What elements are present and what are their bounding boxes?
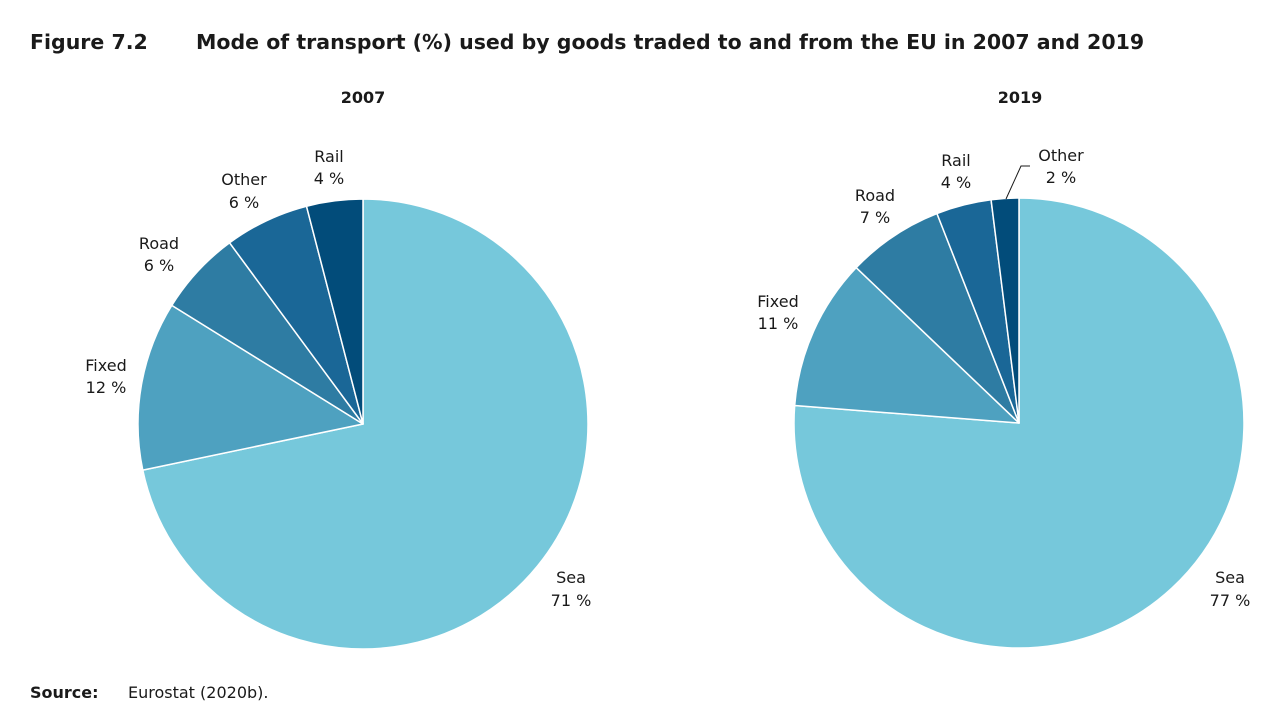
slice-value-rail: 4 %: [314, 169, 344, 188]
pie-chart-2007: 2007 Sea 71 % Fixed 12 % Road 6 % Other 6 % Rail 4…: [85, 88, 592, 650]
slice-value-road: 7 %: [860, 208, 890, 227]
pie-slice-other: [990, 197, 1020, 424]
slice-value-fixed: 11 %: [758, 314, 799, 333]
slice-label-fixed: Fixed: [85, 356, 126, 375]
slice-value-other: 2 %: [1046, 168, 1076, 187]
slice-label-road: Road: [139, 234, 179, 253]
slice-label-sea: Sea: [1215, 568, 1245, 587]
slice-label-other: Other: [221, 170, 267, 189]
pie-slice-rail: [305, 198, 364, 425]
slice-label-sea: Sea: [556, 568, 586, 587]
slice-value-sea: 71 %: [551, 591, 592, 610]
slice-label-road: Road: [855, 186, 895, 205]
pie-title: 2007: [341, 88, 386, 107]
slice-label-other: Other: [1038, 146, 1084, 165]
pie-title: 2019: [998, 88, 1043, 107]
figure-number: Figure 7.2: [30, 30, 148, 54]
leader-line-other: [1005, 165, 1030, 200]
source-text: Eurostat (2020b).: [128, 683, 269, 702]
source-note: Source: Eurostat (2020b).: [30, 683, 268, 702]
slice-value-rail: 4 %: [941, 173, 971, 192]
pie-slice-sea: [142, 198, 589, 650]
pie-chart-2019: 2019 Sea 77 % Fixed 11 % Road 7 % Rail 4 % Other 2…: [757, 88, 1251, 649]
slice-label-rail: Rail: [941, 151, 970, 170]
slice-value-fixed: 12 %: [86, 378, 127, 397]
source-label: Source:: [30, 683, 99, 702]
figure-title: Mode of transport (%) used by goods trad…: [196, 30, 1145, 54]
pie-slice-fixed: [137, 304, 364, 471]
slice-value-other: 6 %: [229, 193, 259, 212]
slice-value-road: 6 %: [144, 256, 174, 275]
slice-label-rail: Rail: [314, 147, 343, 166]
slice-label-fixed: Fixed: [757, 292, 798, 311]
figure-header: Figure 7.2 Mode of transport (%) used by …: [30, 30, 1144, 54]
pie-slice-fixed: [793, 266, 1020, 424]
slice-value-sea: 77 %: [1210, 591, 1251, 610]
